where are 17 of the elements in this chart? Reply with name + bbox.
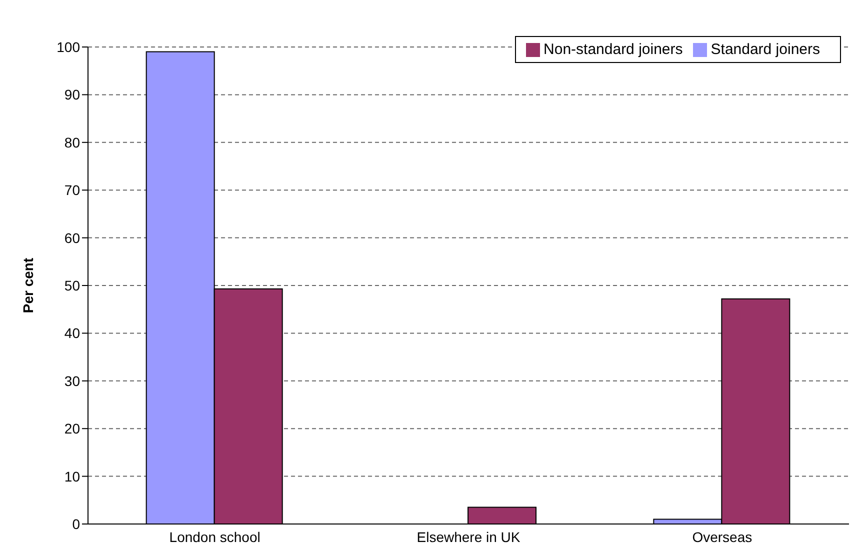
y-tick-label: 40 bbox=[64, 325, 80, 342]
legend-label: Non-standard joiners bbox=[544, 41, 683, 58]
y-tick-label: 60 bbox=[64, 230, 80, 246]
x-tick-label: Overseas bbox=[692, 528, 752, 545]
y-tick-label: 90 bbox=[64, 86, 80, 103]
y-tick-label: 20 bbox=[64, 420, 80, 437]
x-tick-label: Elsewhere in UK bbox=[416, 528, 521, 545]
y-tick-label: 0 bbox=[72, 516, 80, 532]
x-tick-label: London school bbox=[169, 528, 260, 545]
y-tick-label: 50 bbox=[64, 277, 80, 294]
y-tick-label: 30 bbox=[64, 372, 80, 389]
y-tick-label: 80 bbox=[64, 134, 80, 150]
y-tick-label: 100 bbox=[56, 38, 80, 55]
y-tick-label: 10 bbox=[64, 468, 80, 484]
legend-label: Standard joiners bbox=[710, 41, 820, 58]
y-axis-title: Per cent bbox=[20, 258, 36, 314]
y-tick-label: 70 bbox=[64, 182, 80, 198]
